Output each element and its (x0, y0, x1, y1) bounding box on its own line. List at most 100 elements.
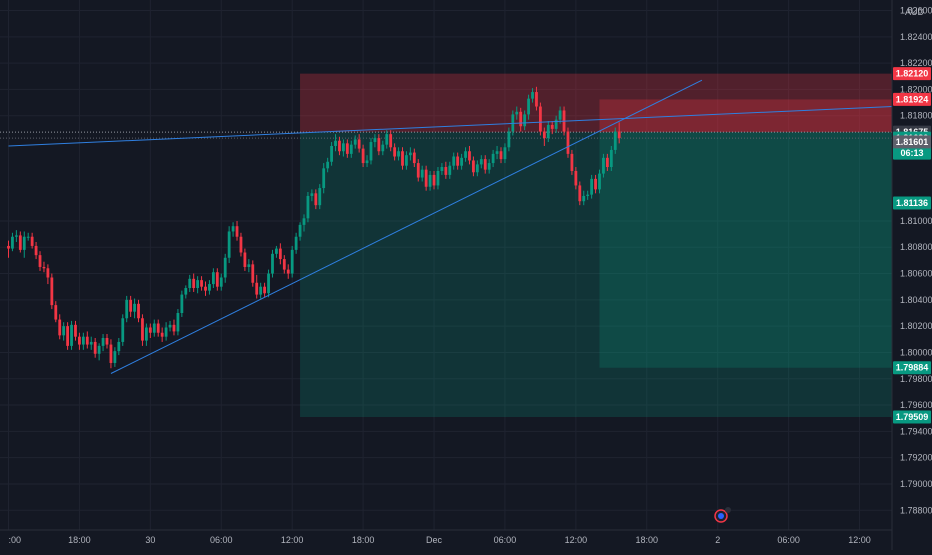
candle-body (38, 255, 42, 267)
price-tag-label: 1.81136 (896, 198, 928, 208)
time-axis[interactable]: :00 18:00 30 06:00 12:00 18:00 Dec 06:00 12:00 18… (0, 529, 892, 545)
candle-body (267, 273, 270, 294)
candle-body (58, 319, 62, 336)
price-tag-bg (893, 410, 931, 424)
price-tag-label: 1.81601 (896, 137, 929, 147)
y-tick-label: 1.80600 (900, 269, 932, 279)
candle-body (566, 131, 570, 154)
event-icon-dot (718, 513, 724, 519)
candle-body (385, 134, 389, 145)
y-tick-label: 1.80800 (900, 242, 932, 252)
x-tick-label: 06:00 (494, 535, 517, 545)
candle-body (472, 160, 475, 173)
trendlines[interactable] (8, 79, 893, 374)
candle-body (444, 167, 448, 175)
candle-body (247, 264, 251, 267)
candle-body (239, 236, 243, 253)
candle-body (334, 140, 337, 146)
candle-body (204, 286, 207, 291)
position-boxes (300, 73, 892, 418)
candle-body (408, 152, 412, 156)
rising-trendline[interactable] (110, 79, 703, 374)
candle-body (605, 157, 609, 168)
candle-body (227, 231, 231, 258)
x-tick-label: 12:00 (281, 535, 304, 545)
candle-body (196, 280, 200, 289)
y-tick-label: 1.82600 (900, 6, 932, 16)
candle-body (491, 153, 495, 164)
y-tick-label: 1.78800 (900, 505, 932, 515)
candle-body (113, 351, 117, 363)
y-tick-label: 1.79400 (900, 426, 932, 436)
candle-body (586, 194, 590, 196)
candle-body (519, 111, 523, 127)
candle-body (282, 259, 286, 270)
x-tick-label: 2 (715, 535, 720, 545)
candle-body (172, 324, 176, 332)
price-tag-label: 1.79884 (896, 363, 929, 373)
candle-body (373, 138, 377, 143)
candle-body (101, 337, 105, 346)
candle-body (338, 140, 341, 152)
candle-body (70, 324, 73, 346)
candle-body (66, 326, 69, 346)
candle-body (42, 266, 46, 269)
candle-body (219, 277, 223, 287)
price-tag-bg (893, 361, 931, 375)
candle-body (117, 341, 121, 352)
candle-body (278, 248, 282, 260)
candle-body (211, 272, 215, 285)
currency-label: AUD (905, 7, 925, 17)
candle-body (503, 147, 507, 160)
price-tag-bg (893, 92, 931, 106)
y-tick-label: 1.80000 (900, 347, 932, 357)
candle-body (539, 106, 542, 132)
price-tag-label: 06:13 (900, 148, 923, 158)
candle-body (365, 160, 369, 164)
candle-body (46, 268, 50, 278)
candle-body (30, 236, 34, 246)
candle-body (440, 167, 444, 171)
candle-body (133, 303, 136, 312)
short-position-small-target-zone (599, 132, 892, 368)
candle-body (62, 326, 66, 336)
candle-body (436, 170, 440, 186)
upper-trendline[interactable] (8, 106, 893, 147)
candle-body (26, 236, 30, 238)
candle-body (290, 249, 294, 274)
candle-body (412, 152, 416, 164)
candle-body (405, 155, 408, 166)
y-tick-label: 1.79200 (900, 453, 932, 463)
candle-body (22, 236, 26, 250)
candle-body (18, 235, 22, 250)
price-axis[interactable]: AUD 1.82600 1.82400 1.82200 1.82000 1.81800 1… (891, 0, 932, 550)
x-tick-label: 30 (145, 535, 155, 545)
candle-body (468, 151, 471, 161)
candle-body (152, 323, 156, 333)
event-icon[interactable] (714, 507, 731, 523)
x-tick-label: Dec (426, 535, 443, 545)
y-tick-label: 1.79800 (900, 374, 932, 384)
candle-body (594, 178, 597, 190)
candle-body (255, 282, 259, 295)
y-tick-label: 1.82400 (900, 32, 932, 42)
candle-body (527, 98, 530, 115)
candle-body (275, 248, 278, 254)
candle-body (160, 332, 164, 337)
price-tag-bg (893, 196, 931, 210)
candle-body (507, 131, 511, 148)
candle-body (353, 139, 357, 145)
candle-body (609, 149, 613, 168)
candle-body (582, 195, 586, 202)
price-tag-bg (893, 146, 931, 160)
candle-body (121, 318, 125, 342)
candle-body (342, 143, 345, 152)
candle-body (200, 280, 203, 287)
candle-body (231, 226, 235, 232)
candle-body (574, 170, 578, 186)
candle-body (432, 174, 436, 186)
x-tick-label: 18:00 (68, 535, 91, 545)
